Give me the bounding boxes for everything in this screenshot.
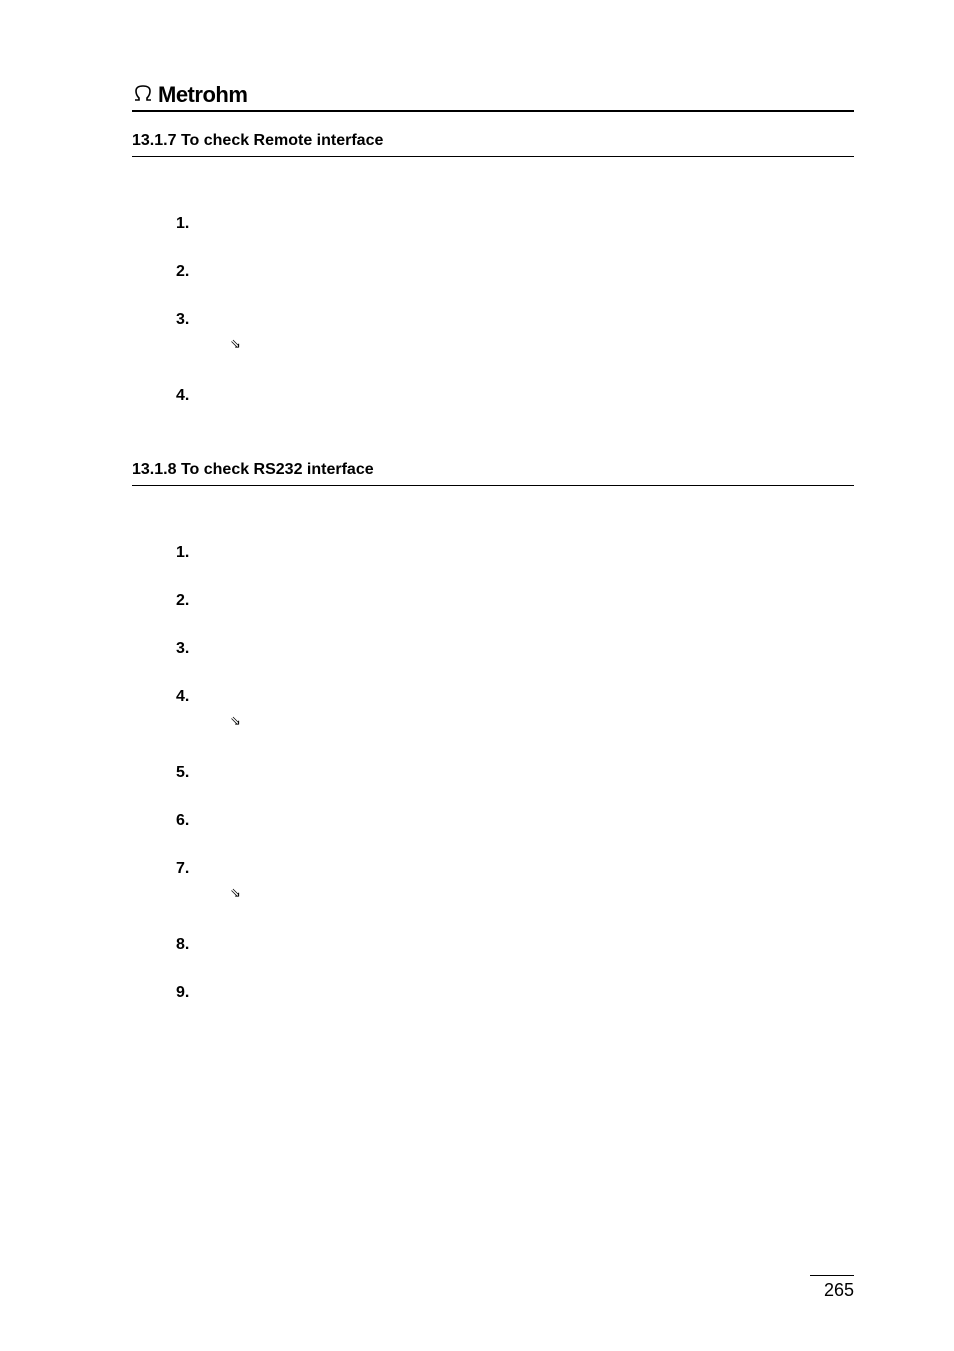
- step-number: 5.: [176, 764, 230, 782]
- step-item: 4.: [176, 387, 854, 405]
- arrow-icon: ⇘: [230, 885, 241, 900]
- step-number: 4.: [176, 387, 230, 405]
- step-item: 2.: [176, 592, 854, 610]
- section-title: To check RS232 interface: [181, 461, 374, 478]
- step-item: 5.: [176, 764, 854, 782]
- step-number: 9.: [176, 984, 230, 1002]
- step-sub: ⇘: [176, 335, 854, 353]
- section-number: 13.1.8: [132, 461, 176, 478]
- step-item: 2.: [176, 263, 854, 281]
- step-sub: ⇘: [176, 712, 854, 730]
- step-number: 6.: [176, 812, 230, 830]
- brand-logo: Metrohm: [132, 82, 854, 108]
- step-item: 1.: [176, 544, 854, 562]
- step-number: 4.: [176, 688, 230, 706]
- section-rule: [132, 485, 854, 486]
- brand-name: Metrohm: [158, 82, 247, 108]
- step-item: 3.: [176, 311, 854, 329]
- step-number: 2.: [176, 263, 230, 281]
- brand-rule: [132, 110, 854, 112]
- step-number: 1.: [176, 544, 230, 562]
- step-item: 7.: [176, 860, 854, 878]
- section-rule: [132, 156, 854, 157]
- page-number: 265: [810, 1280, 854, 1301]
- steps-list: 1. 2. 3. ⇘ 4.: [132, 215, 854, 405]
- step-number: 3.: [176, 640, 230, 658]
- step-number: 1.: [176, 215, 230, 233]
- step-number: 7.: [176, 860, 230, 878]
- step-number: 8.: [176, 936, 230, 954]
- omega-icon: [132, 82, 154, 108]
- step-item: 9.: [176, 984, 854, 1002]
- step-number: 3.: [176, 311, 230, 329]
- arrow-icon: ⇘: [230, 713, 241, 728]
- section-heading: 13.1.7 To check Remote interface: [132, 132, 854, 150]
- step-item: 6.: [176, 812, 854, 830]
- steps-list: 1. 2. 3. 4. ⇘ 5. 6. 7. ⇘ 8. 9.: [132, 544, 854, 1002]
- section-number: 13.1.7: [132, 132, 176, 149]
- section-title: To check Remote interface: [181, 132, 383, 149]
- page-number-box: 265: [810, 1275, 854, 1301]
- step-sub: ⇘: [176, 884, 854, 902]
- step-number: 2.: [176, 592, 230, 610]
- step-item: 1.: [176, 215, 854, 233]
- page-number-rule: [810, 1275, 854, 1276]
- step-item: 8.: [176, 936, 854, 954]
- page-container: Metrohm 13.1.7 To check Remote interface…: [0, 0, 954, 1118]
- step-item: 4.: [176, 688, 854, 706]
- section-heading: 13.1.8 To check RS232 interface: [132, 461, 854, 479]
- arrow-icon: ⇘: [230, 336, 241, 351]
- step-item: 3.: [176, 640, 854, 658]
